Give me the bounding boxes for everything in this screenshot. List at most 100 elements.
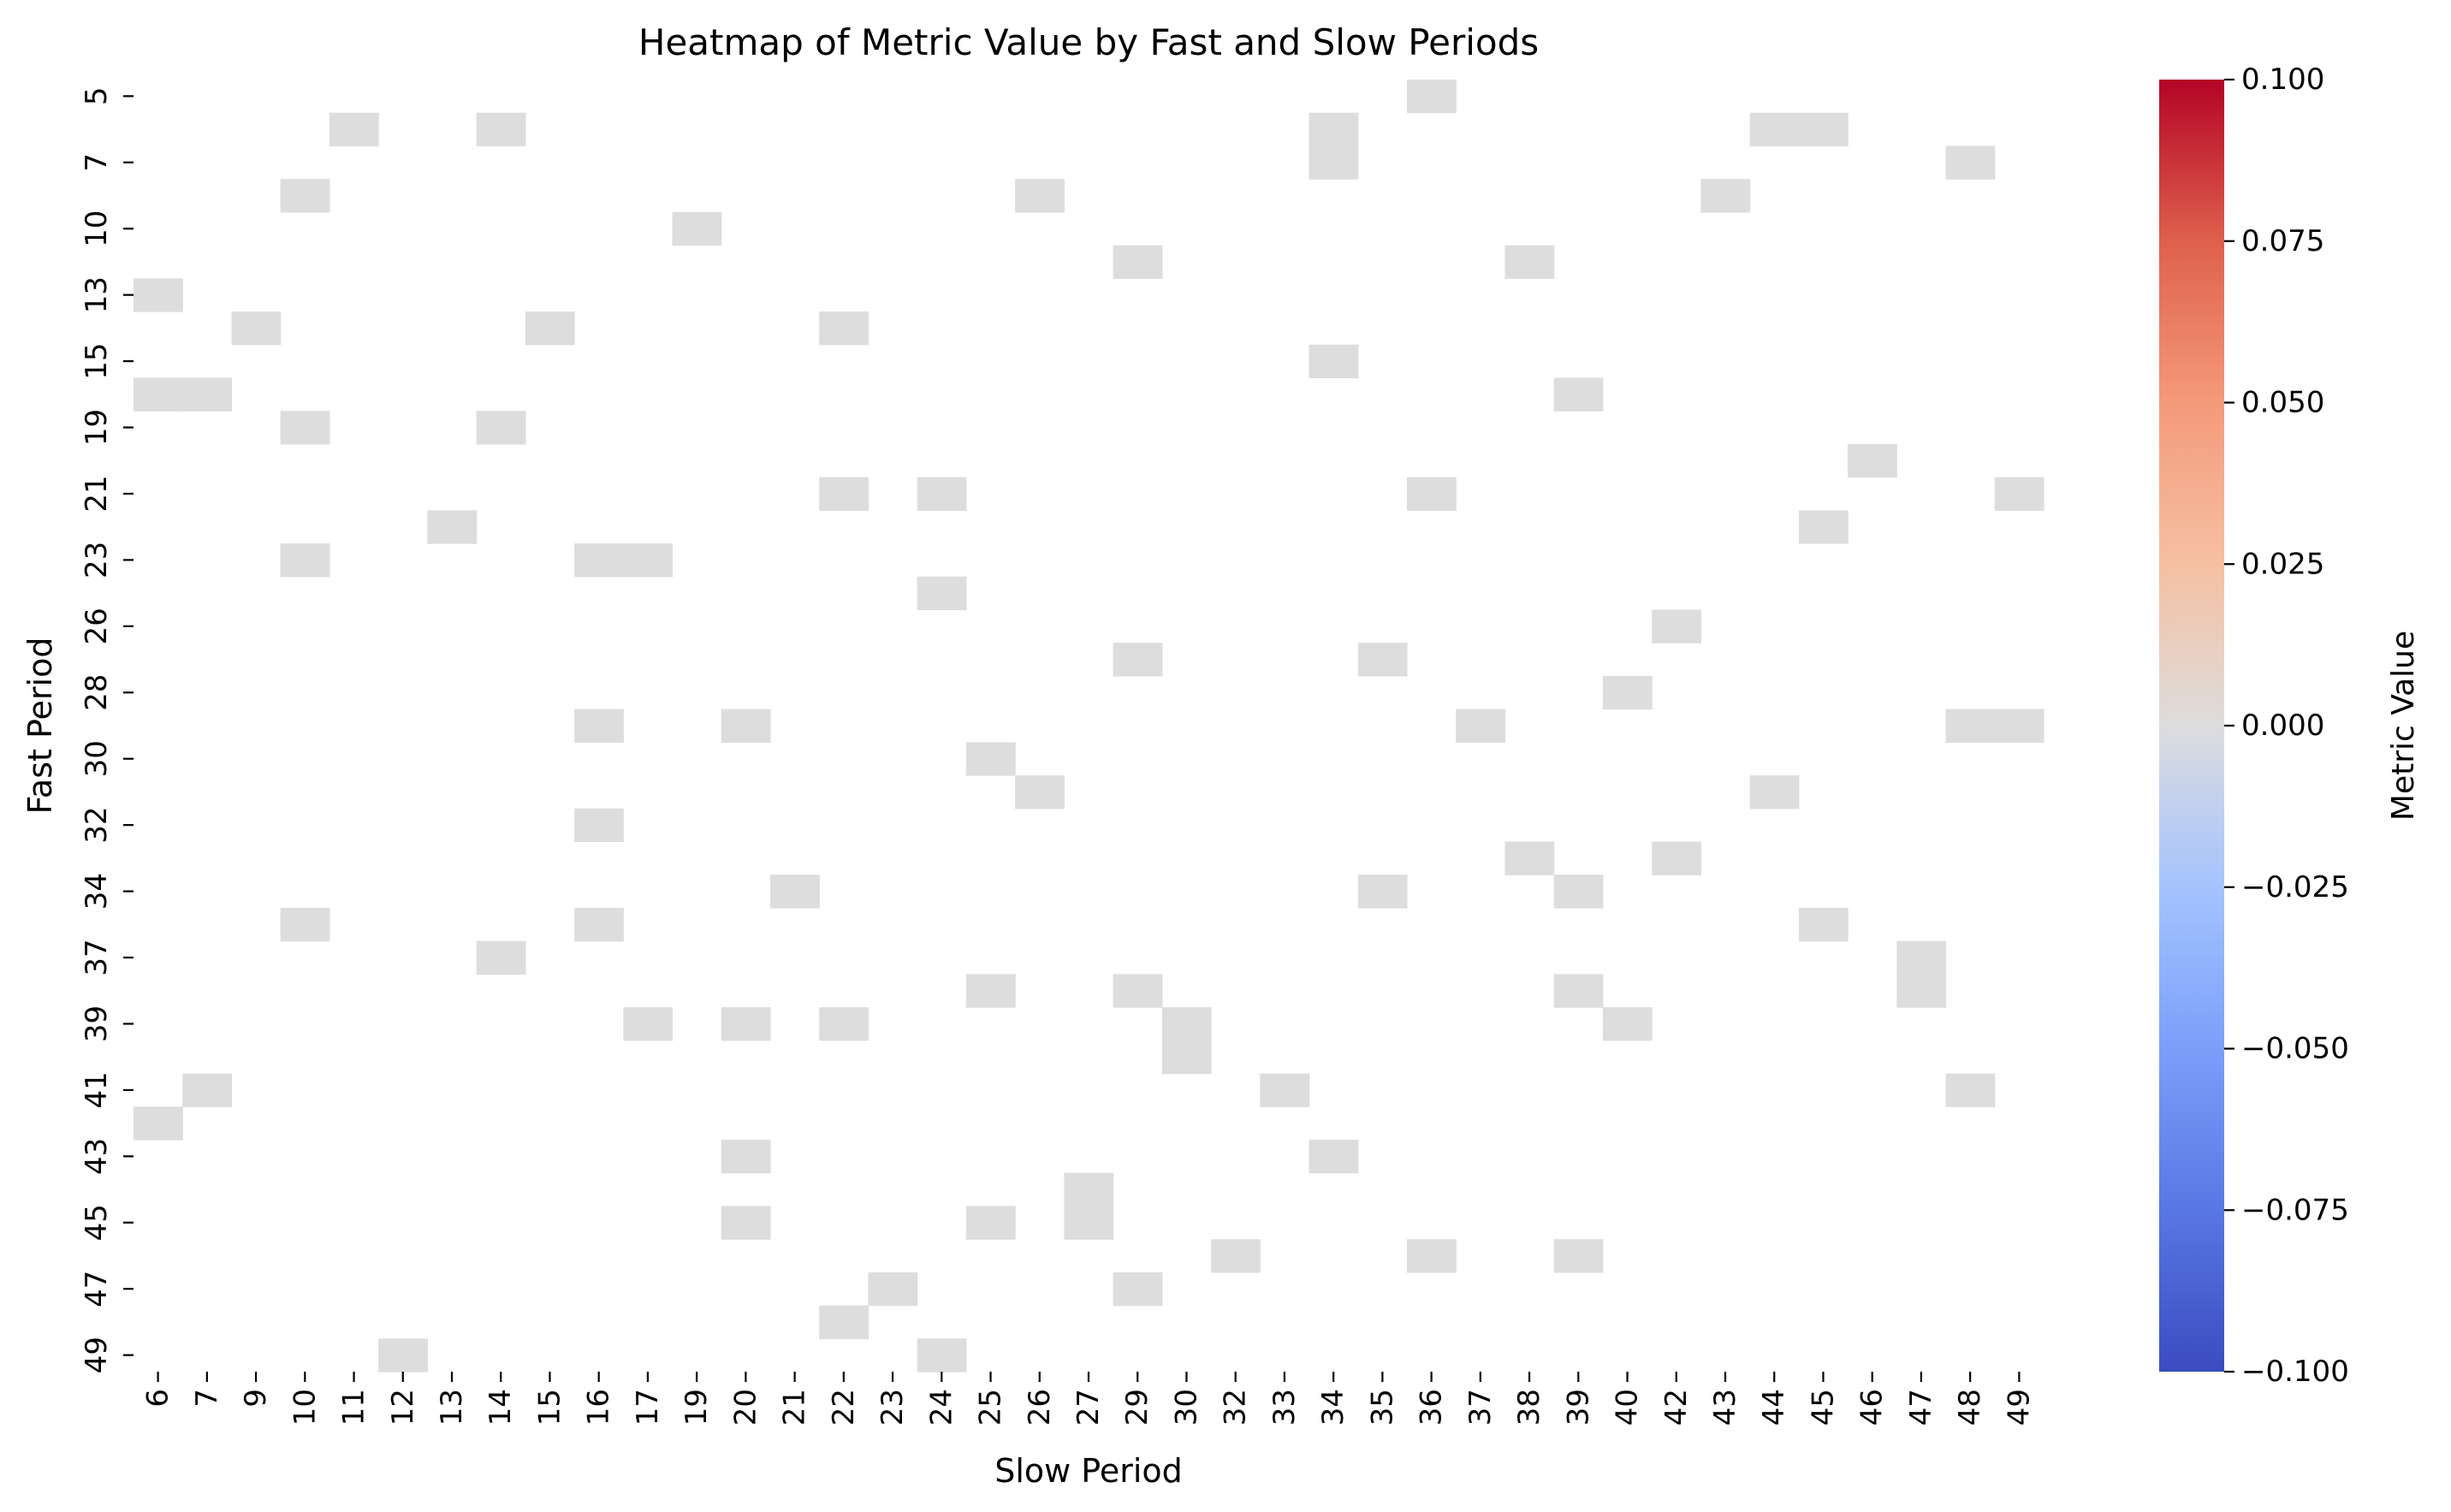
heatmap-cell: [623, 1007, 674, 1041]
heatmap-cell: [868, 1272, 918, 1307]
x-tick-label: 11: [337, 1389, 371, 1426]
heatmap-cell: [1896, 940, 1947, 975]
heatmap-cell: [721, 1139, 771, 1174]
heatmap-cell: [1407, 1239, 1457, 1273]
heatmap-cell: [476, 411, 526, 445]
colorbar-tick-label: −0.025: [2241, 870, 2349, 904]
colorbar-label: Metric Value: [2386, 631, 2421, 821]
x-tick-label: 25: [974, 1389, 1008, 1426]
x-tick-label: 15: [532, 1389, 567, 1426]
heatmap-cell: [1309, 1139, 1359, 1174]
x-tick-label: 32: [1219, 1389, 1253, 1426]
x-tick-label: 36: [1415, 1389, 1449, 1426]
y-tick-label: 5: [80, 87, 114, 106]
x-tick-label: 30: [1169, 1389, 1203, 1426]
heatmap-cell: [427, 510, 478, 544]
heatmap-cell: [134, 278, 183, 312]
heatmap-cell: [1407, 477, 1457, 511]
heatmap-cell: [770, 875, 820, 909]
heatmap-cell: [1161, 1040, 1212, 1075]
heatmap-cell: [378, 1338, 428, 1373]
heatmap-cell: [1211, 1239, 1261, 1273]
heatmap-cell: [1652, 609, 1701, 643]
heatmap-cell: [1553, 875, 1604, 909]
colorbar-tick-label: 0.075: [2241, 224, 2324, 258]
y-tick-label: 7: [80, 153, 114, 172]
heatmap-cell: [917, 477, 967, 511]
heatmap-cell: [917, 576, 967, 611]
heatmap-cell: [1161, 1007, 1212, 1041]
y-tick-label: 13: [80, 276, 114, 313]
x-tick-label: 39: [1561, 1389, 1595, 1426]
y-tick-label: 26: [80, 608, 114, 644]
heatmap-cell: [182, 1073, 233, 1107]
x-tick-label: 29: [1120, 1389, 1154, 1426]
heatmap-cell: [1456, 709, 1506, 743]
heatmap-cell: [623, 543, 674, 578]
heatmap-cell: [1553, 1239, 1604, 1273]
heatmap-cell: [1896, 974, 1947, 1008]
heatmap-cell: [134, 377, 183, 412]
heatmap-cell: [1553, 974, 1604, 1008]
x-tick-label: 12: [386, 1389, 420, 1426]
heatmap-cell: [134, 1106, 183, 1141]
x-tick-label: 42: [1659, 1389, 1694, 1426]
colorbar-tick-label: −0.075: [2241, 1193, 2349, 1227]
heatmap-cell: [1504, 841, 1555, 875]
heatmap-cell: [476, 112, 526, 147]
heatmap-cell: [1357, 643, 1408, 677]
heatmap-cell: [1749, 775, 1800, 809]
heatmap-cell: [574, 808, 624, 843]
x-tick-label: 20: [728, 1389, 763, 1426]
heatmap-cell: [1064, 1206, 1114, 1240]
heatmap-cell: [1113, 643, 1163, 677]
y-tick-label: 15: [80, 342, 114, 379]
x-tick-label: 16: [582, 1389, 616, 1426]
x-tick-label: 22: [827, 1389, 861, 1426]
heatmap-cell: [721, 1007, 771, 1041]
heatmap-cell: [819, 477, 869, 511]
heatmap-cell: [819, 1007, 869, 1041]
heatmap-cell: [819, 311, 869, 346]
heatmap-cell: [819, 1305, 869, 1339]
x-tick-label: 49: [2002, 1389, 2036, 1426]
heatmap-cell: [1994, 709, 2044, 743]
heatmap-cell: [1407, 80, 1457, 114]
x-tick-label: 33: [1267, 1389, 1302, 1426]
heatmap-cell: [329, 112, 379, 147]
heatmap-cell: [1700, 179, 1751, 213]
x-tick-label: 14: [484, 1389, 518, 1426]
x-tick-label: 6: [141, 1389, 175, 1408]
heatmap-cell: [1945, 709, 1996, 743]
heatmap-cell: [1260, 1073, 1310, 1107]
heatmap-cell: [231, 311, 282, 346]
x-tick-label: 10: [288, 1389, 322, 1426]
x-tick-label: 48: [1953, 1389, 1987, 1426]
x-tick-label: 43: [1708, 1389, 1742, 1426]
y-axis-label: Fast Period: [21, 637, 59, 815]
heatmap-cell: [965, 974, 1016, 1008]
heatmap-cell: [280, 411, 330, 445]
heatmap-cell: [965, 742, 1016, 776]
heatmap-cell: [672, 211, 722, 246]
x-tick-label: 38: [1512, 1389, 1546, 1426]
x-tick-label: 17: [631, 1389, 665, 1426]
y-tick-label: 32: [80, 807, 114, 844]
x-axis-label: Slow Period: [994, 1452, 1183, 1490]
x-tick-label: 37: [1463, 1389, 1498, 1426]
x-tick-label: 40: [1611, 1389, 1645, 1426]
colorbar-tick-label: −0.100: [2241, 1355, 2349, 1389]
colorbar: [2159, 80, 2224, 1372]
heatmap-cell: [1602, 675, 1653, 710]
x-tick-label: 26: [1023, 1389, 1057, 1426]
heatmap-cell: [1113, 245, 1163, 279]
colorbar-tick-label: 0.025: [2241, 547, 2324, 581]
x-axis: 6 7 9 10 11 12 13 14 15 16 17 19 20 21 22 23 24 25 26 27 29 3…: [141, 1372, 2036, 1426]
y-tick-label: 43: [80, 1138, 114, 1175]
heatmap-cell: [1749, 112, 1800, 147]
x-tick-label: 13: [435, 1389, 469, 1426]
colorbar-tick-label: −0.050: [2241, 1032, 2349, 1066]
heatmap-cell: [1309, 344, 1359, 379]
heatmap-cell: [1309, 112, 1359, 147]
colorbar-tick-label: 0.000: [2241, 709, 2324, 743]
